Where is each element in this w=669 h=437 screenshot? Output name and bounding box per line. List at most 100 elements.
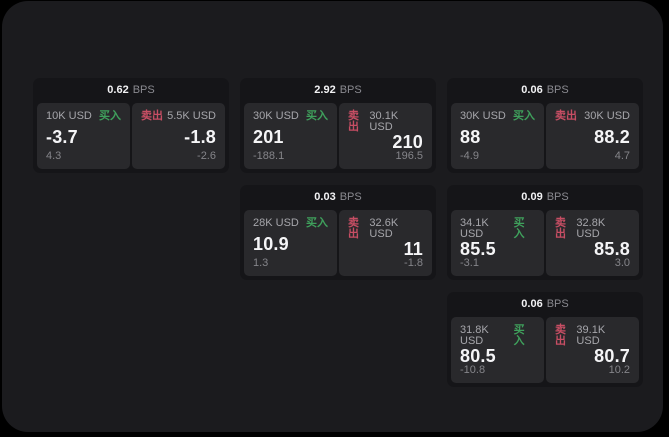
- sell-tile-header: 卖出 32.8K USD: [555, 218, 630, 240]
- buy-price: 10.9: [253, 233, 289, 254]
- buy-size-label: 30K USD: [460, 110, 506, 122]
- sell-size-label: 39.1K USD: [576, 324, 606, 347]
- sell-size-label: 5.5K USD: [167, 110, 216, 122]
- buy-tile-header: 30K USD 买入: [460, 111, 535, 122]
- buy-side-label: 买入: [306, 217, 328, 229]
- spread-value: 0.62: [107, 84, 129, 96]
- sell-delta: 10.2: [608, 364, 630, 376]
- sell-price: 80.7: [594, 346, 630, 366]
- sell-delta: -1.8: [404, 257, 423, 269]
- spread-unit-label: BPS: [339, 84, 362, 96]
- buy-delta: 4.3: [46, 150, 62, 162]
- buy-delta: -188.1: [253, 150, 285, 162]
- sell-quote-tile[interactable]: 卖出 5.5K USD -1.8 -2.6: [132, 103, 225, 169]
- buy-price: 85.5: [460, 239, 496, 259]
- sell-size-label: 30.1K USD: [369, 110, 399, 133]
- buy-tile-header: 31.8K USD 买入: [460, 325, 535, 347]
- sell-price: -1.8: [184, 126, 216, 147]
- buy-side-label: 买入: [306, 110, 328, 122]
- buy-delta: 1.3: [253, 257, 269, 269]
- buy-price: 88: [460, 126, 481, 147]
- sell-size-label: 32.6K USD: [369, 217, 399, 240]
- sell-tile-header: 卖出 32.6K USD: [348, 218, 423, 240]
- spread-value: 0.06: [521, 298, 543, 310]
- sell-tile-header: 卖出 39.1K USD: [555, 325, 630, 347]
- buy-tile-header: 10K USD 买入: [46, 111, 121, 122]
- buy-side-label: 买入: [513, 324, 525, 347]
- spread-header: 2.92 BPS: [240, 78, 436, 103]
- sell-side-label: 卖出: [141, 110, 163, 122]
- sell-tile-header: 卖出 30K USD: [555, 111, 630, 122]
- buy-tile-header: 34.1K USD 买入: [460, 218, 535, 240]
- sell-side-label: 卖出: [555, 324, 566, 347]
- quote-card-body: 31.8K USD 买入 80.5 -10.8 卖出 39.1K USD 80.…: [447, 317, 643, 387]
- quote-card: 0.09 BPS 34.1K USD 买入 85.5 -3.1 卖出 32.8K…: [447, 185, 643, 280]
- sell-size-label: 32.8K USD: [576, 217, 606, 240]
- sell-quote-tile[interactable]: 卖出 32.8K USD 85.8 3.0: [546, 210, 639, 276]
- sell-quote-tile[interactable]: 卖出 30.1K USD 210 196.5: [339, 103, 432, 169]
- buy-side-label: 买入: [513, 217, 525, 240]
- sell-side-label: 卖出: [348, 217, 359, 240]
- buy-side-label: 买入: [99, 110, 121, 122]
- sell-quote-tile[interactable]: 卖出 32.6K USD 11 -1.8: [339, 210, 432, 276]
- quote-card-body: 30K USD 买入 88 -4.9 卖出 30K USD 88.2 4.7: [447, 103, 643, 173]
- buy-tile-header: 30K USD 买入: [253, 111, 328, 122]
- sell-price: 88.2: [594, 126, 630, 147]
- spread-header: 0.62 BPS: [33, 78, 229, 103]
- buy-side-label: 买入: [513, 110, 535, 122]
- spread-unit-label: BPS: [546, 298, 569, 310]
- quote-card-body: 10K USD 买入 -3.7 4.3 卖出 5.5K USD -1.8 -2.…: [33, 103, 229, 173]
- quote-card-grid: 0.62 BPS 10K USD 买入 -3.7 4.3 卖出 5.5K USD: [33, 78, 643, 387]
- quote-card: 2.92 BPS 30K USD 买入 201 -188.1 卖出 30.1K …: [240, 78, 436, 173]
- spread-value: 0.06: [521, 84, 543, 96]
- sell-price: 11: [403, 239, 423, 259]
- buy-price: -3.7: [46, 126, 78, 147]
- buy-size-label: 28K USD: [253, 217, 299, 229]
- quote-card: 0.06 BPS 31.8K USD 买入 80.5 -10.8 卖出 39.1…: [447, 292, 643, 387]
- sell-delta: -2.6: [197, 150, 216, 162]
- spread-unit-label: BPS: [546, 191, 569, 203]
- buy-price: 80.5: [460, 346, 496, 366]
- sell-delta: 196.5: [395, 150, 423, 162]
- quote-card-body: 28K USD 买入 10.9 1.3 卖出 32.6K USD 11 -1.8: [240, 210, 436, 280]
- buy-size-label: 31.8K USD: [460, 324, 489, 347]
- sell-side-label: 卖出: [555, 217, 566, 240]
- buy-delta: -10.8: [460, 364, 486, 376]
- quote-card: 0.06 BPS 30K USD 买入 88 -4.9 卖出 30K USD: [447, 78, 643, 173]
- sell-size-label: 30K USD: [584, 110, 630, 122]
- sell-delta: 3.0: [614, 257, 630, 269]
- quote-card-body: 34.1K USD 买入 85.5 -3.1 卖出 32.8K USD 85.8…: [447, 210, 643, 280]
- spread-unit-label: BPS: [339, 191, 362, 203]
- sell-side-label: 卖出: [348, 110, 359, 133]
- spread-unit-label: BPS: [132, 84, 155, 96]
- sell-quote-tile[interactable]: 卖出 30K USD 88.2 4.7: [546, 103, 639, 169]
- buy-delta: -3.1: [460, 257, 479, 269]
- sell-tile-header: 卖出 30.1K USD: [348, 111, 423, 133]
- buy-quote-tile[interactable]: 10K USD 买入 -3.7 4.3: [37, 103, 130, 169]
- spread-header: 0.06 BPS: [447, 78, 643, 103]
- buy-size-label: 34.1K USD: [460, 217, 489, 240]
- buy-price: 201: [253, 126, 284, 147]
- buy-quote-tile[interactable]: 30K USD 买入 88 -4.9: [451, 103, 544, 169]
- buy-quote-tile[interactable]: 34.1K USD 买入 85.5 -3.1: [451, 210, 544, 276]
- buy-size-label: 10K USD: [46, 110, 92, 122]
- quote-board-panel: 0.62 BPS 10K USD 买入 -3.7 4.3 卖出 5.5K USD: [2, 1, 663, 432]
- quote-card-body: 30K USD 买入 201 -188.1 卖出 30.1K USD 210 1…: [240, 103, 436, 173]
- buy-quote-tile[interactable]: 28K USD 买入 10.9 1.3: [244, 210, 337, 276]
- sell-price: 210: [392, 132, 423, 152]
- sell-quote-tile[interactable]: 卖出 39.1K USD 80.7 10.2: [546, 317, 639, 383]
- spread-value: 2.92: [314, 84, 336, 96]
- spread-value: 0.09: [521, 191, 543, 203]
- sell-delta: 4.7: [614, 150, 630, 162]
- spread-header: 0.03 BPS: [240, 185, 436, 210]
- spread-header: 0.09 BPS: [447, 185, 643, 210]
- buy-quote-tile[interactable]: 31.8K USD 买入 80.5 -10.8: [451, 317, 544, 383]
- spread-value: 0.03: [314, 191, 336, 203]
- quote-card: 0.62 BPS 10K USD 买入 -3.7 4.3 卖出 5.5K USD: [33, 78, 229, 173]
- buy-quote-tile[interactable]: 30K USD 买入 201 -188.1: [244, 103, 337, 169]
- spread-header: 0.06 BPS: [447, 292, 643, 317]
- buy-tile-header: 28K USD 买入: [253, 218, 328, 229]
- spread-unit-label: BPS: [546, 84, 569, 96]
- buy-delta: -4.9: [460, 150, 479, 162]
- sell-side-label: 卖出: [555, 110, 577, 122]
